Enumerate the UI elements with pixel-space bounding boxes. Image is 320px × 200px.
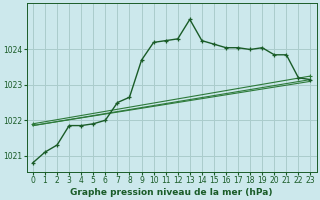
X-axis label: Graphe pression niveau de la mer (hPa): Graphe pression niveau de la mer (hPa): [70, 188, 273, 197]
